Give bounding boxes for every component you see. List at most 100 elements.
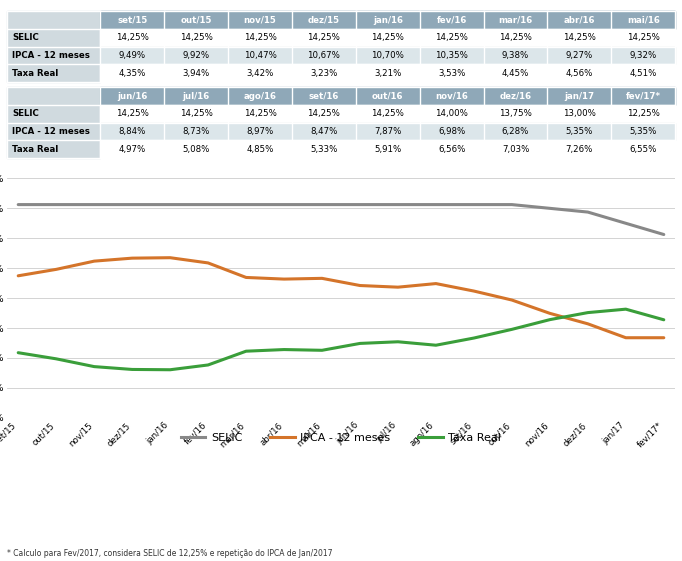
Bar <box>7 29 100 47</box>
Text: IPCA - 12 meses: IPCA - 12 meses <box>12 127 90 136</box>
Bar <box>548 88 611 105</box>
Text: 8,84%: 8,84% <box>119 127 146 136</box>
Text: 14,25%: 14,25% <box>116 109 149 118</box>
Bar <box>612 11 674 29</box>
Text: 14,25%: 14,25% <box>180 109 213 118</box>
Text: 8,47%: 8,47% <box>310 127 338 136</box>
Bar <box>228 88 291 105</box>
Bar <box>548 88 610 105</box>
Text: abr/16: abr/16 <box>563 16 595 25</box>
Bar <box>612 88 674 105</box>
Text: 7,03%: 7,03% <box>502 145 529 154</box>
Bar <box>101 88 164 105</box>
Bar <box>164 105 228 123</box>
Bar <box>164 29 228 47</box>
Text: 14,25%: 14,25% <box>371 109 404 118</box>
Bar <box>356 140 419 158</box>
Bar <box>228 105 292 123</box>
Text: Taxa Real: Taxa Real <box>12 68 59 77</box>
Text: 9,38%: 9,38% <box>502 51 529 60</box>
Text: dez/16: dez/16 <box>499 91 531 100</box>
Bar <box>100 47 164 64</box>
Text: 14,25%: 14,25% <box>243 33 276 42</box>
Bar <box>356 64 419 82</box>
Bar <box>356 105 419 123</box>
Bar <box>293 11 355 29</box>
Text: 6,98%: 6,98% <box>438 127 465 136</box>
Bar <box>7 140 100 158</box>
Text: nov/16: nov/16 <box>435 91 468 100</box>
Bar <box>611 47 675 64</box>
Text: 14,25%: 14,25% <box>435 33 468 42</box>
Text: fev/16: fev/16 <box>436 16 467 25</box>
Bar <box>101 11 164 29</box>
Bar <box>484 140 548 158</box>
Bar <box>7 47 100 64</box>
Bar <box>419 47 484 64</box>
Bar <box>484 11 548 29</box>
Text: 4,35%: 4,35% <box>119 68 146 77</box>
Bar <box>164 11 228 29</box>
Bar <box>100 140 164 158</box>
Text: Taxa Real: Taxa Real <box>12 145 59 154</box>
Text: * Calculo para Fev/2017, considera SELIC de 12,25% e repetição do IPCA de Jan/20: * Calculo para Fev/2017, considera SELIC… <box>7 549 332 558</box>
Text: jan/17: jan/17 <box>564 91 595 100</box>
Text: out/15: out/15 <box>181 16 212 25</box>
Bar <box>164 64 228 82</box>
Text: 5,08%: 5,08% <box>183 145 210 154</box>
Text: 6,55%: 6,55% <box>629 145 657 154</box>
Bar <box>228 47 292 64</box>
Bar <box>228 29 292 47</box>
Bar <box>484 47 548 64</box>
Text: 14,00%: 14,00% <box>435 109 468 118</box>
Text: 6,28%: 6,28% <box>502 127 529 136</box>
Bar <box>548 64 611 82</box>
Bar <box>356 47 419 64</box>
Bar <box>356 11 419 29</box>
Bar <box>420 88 483 105</box>
Text: 4,45%: 4,45% <box>502 68 529 77</box>
Text: 3,42%: 3,42% <box>246 68 273 77</box>
Bar <box>7 11 100 29</box>
Text: 14,25%: 14,25% <box>243 109 276 118</box>
Bar <box>164 140 228 158</box>
Bar <box>548 140 611 158</box>
Text: 5,91%: 5,91% <box>374 145 402 154</box>
Text: 8,97%: 8,97% <box>246 127 273 136</box>
Text: 14,25%: 14,25% <box>308 109 340 118</box>
Bar <box>484 88 547 105</box>
Bar <box>484 11 547 29</box>
Bar <box>611 11 675 29</box>
Text: 10,35%: 10,35% <box>435 51 468 60</box>
Bar <box>611 105 675 123</box>
Text: jun/16: jun/16 <box>117 91 147 100</box>
Bar <box>228 123 292 140</box>
Bar <box>356 123 419 140</box>
Text: mai/16: mai/16 <box>627 16 659 25</box>
Bar <box>165 88 228 105</box>
Bar <box>292 64 356 82</box>
Bar <box>548 11 610 29</box>
Bar <box>292 11 356 29</box>
Bar <box>356 88 419 105</box>
Text: 7,26%: 7,26% <box>565 145 593 154</box>
Bar <box>357 88 419 105</box>
Bar <box>611 29 675 47</box>
Text: 10,47%: 10,47% <box>243 51 276 60</box>
Bar <box>228 11 292 29</box>
Bar <box>164 88 228 105</box>
Bar <box>611 123 675 140</box>
Text: 3,23%: 3,23% <box>310 68 338 77</box>
Text: 9,27%: 9,27% <box>566 51 593 60</box>
Text: 14,25%: 14,25% <box>308 33 340 42</box>
Bar <box>7 123 100 140</box>
Bar <box>164 47 228 64</box>
Text: 5,35%: 5,35% <box>629 127 657 136</box>
Bar <box>548 47 611 64</box>
Text: 14,25%: 14,25% <box>371 33 404 42</box>
Bar <box>548 29 611 47</box>
Bar <box>292 88 356 105</box>
Bar <box>100 11 164 29</box>
Bar <box>611 140 675 158</box>
Text: 10,70%: 10,70% <box>371 51 404 60</box>
